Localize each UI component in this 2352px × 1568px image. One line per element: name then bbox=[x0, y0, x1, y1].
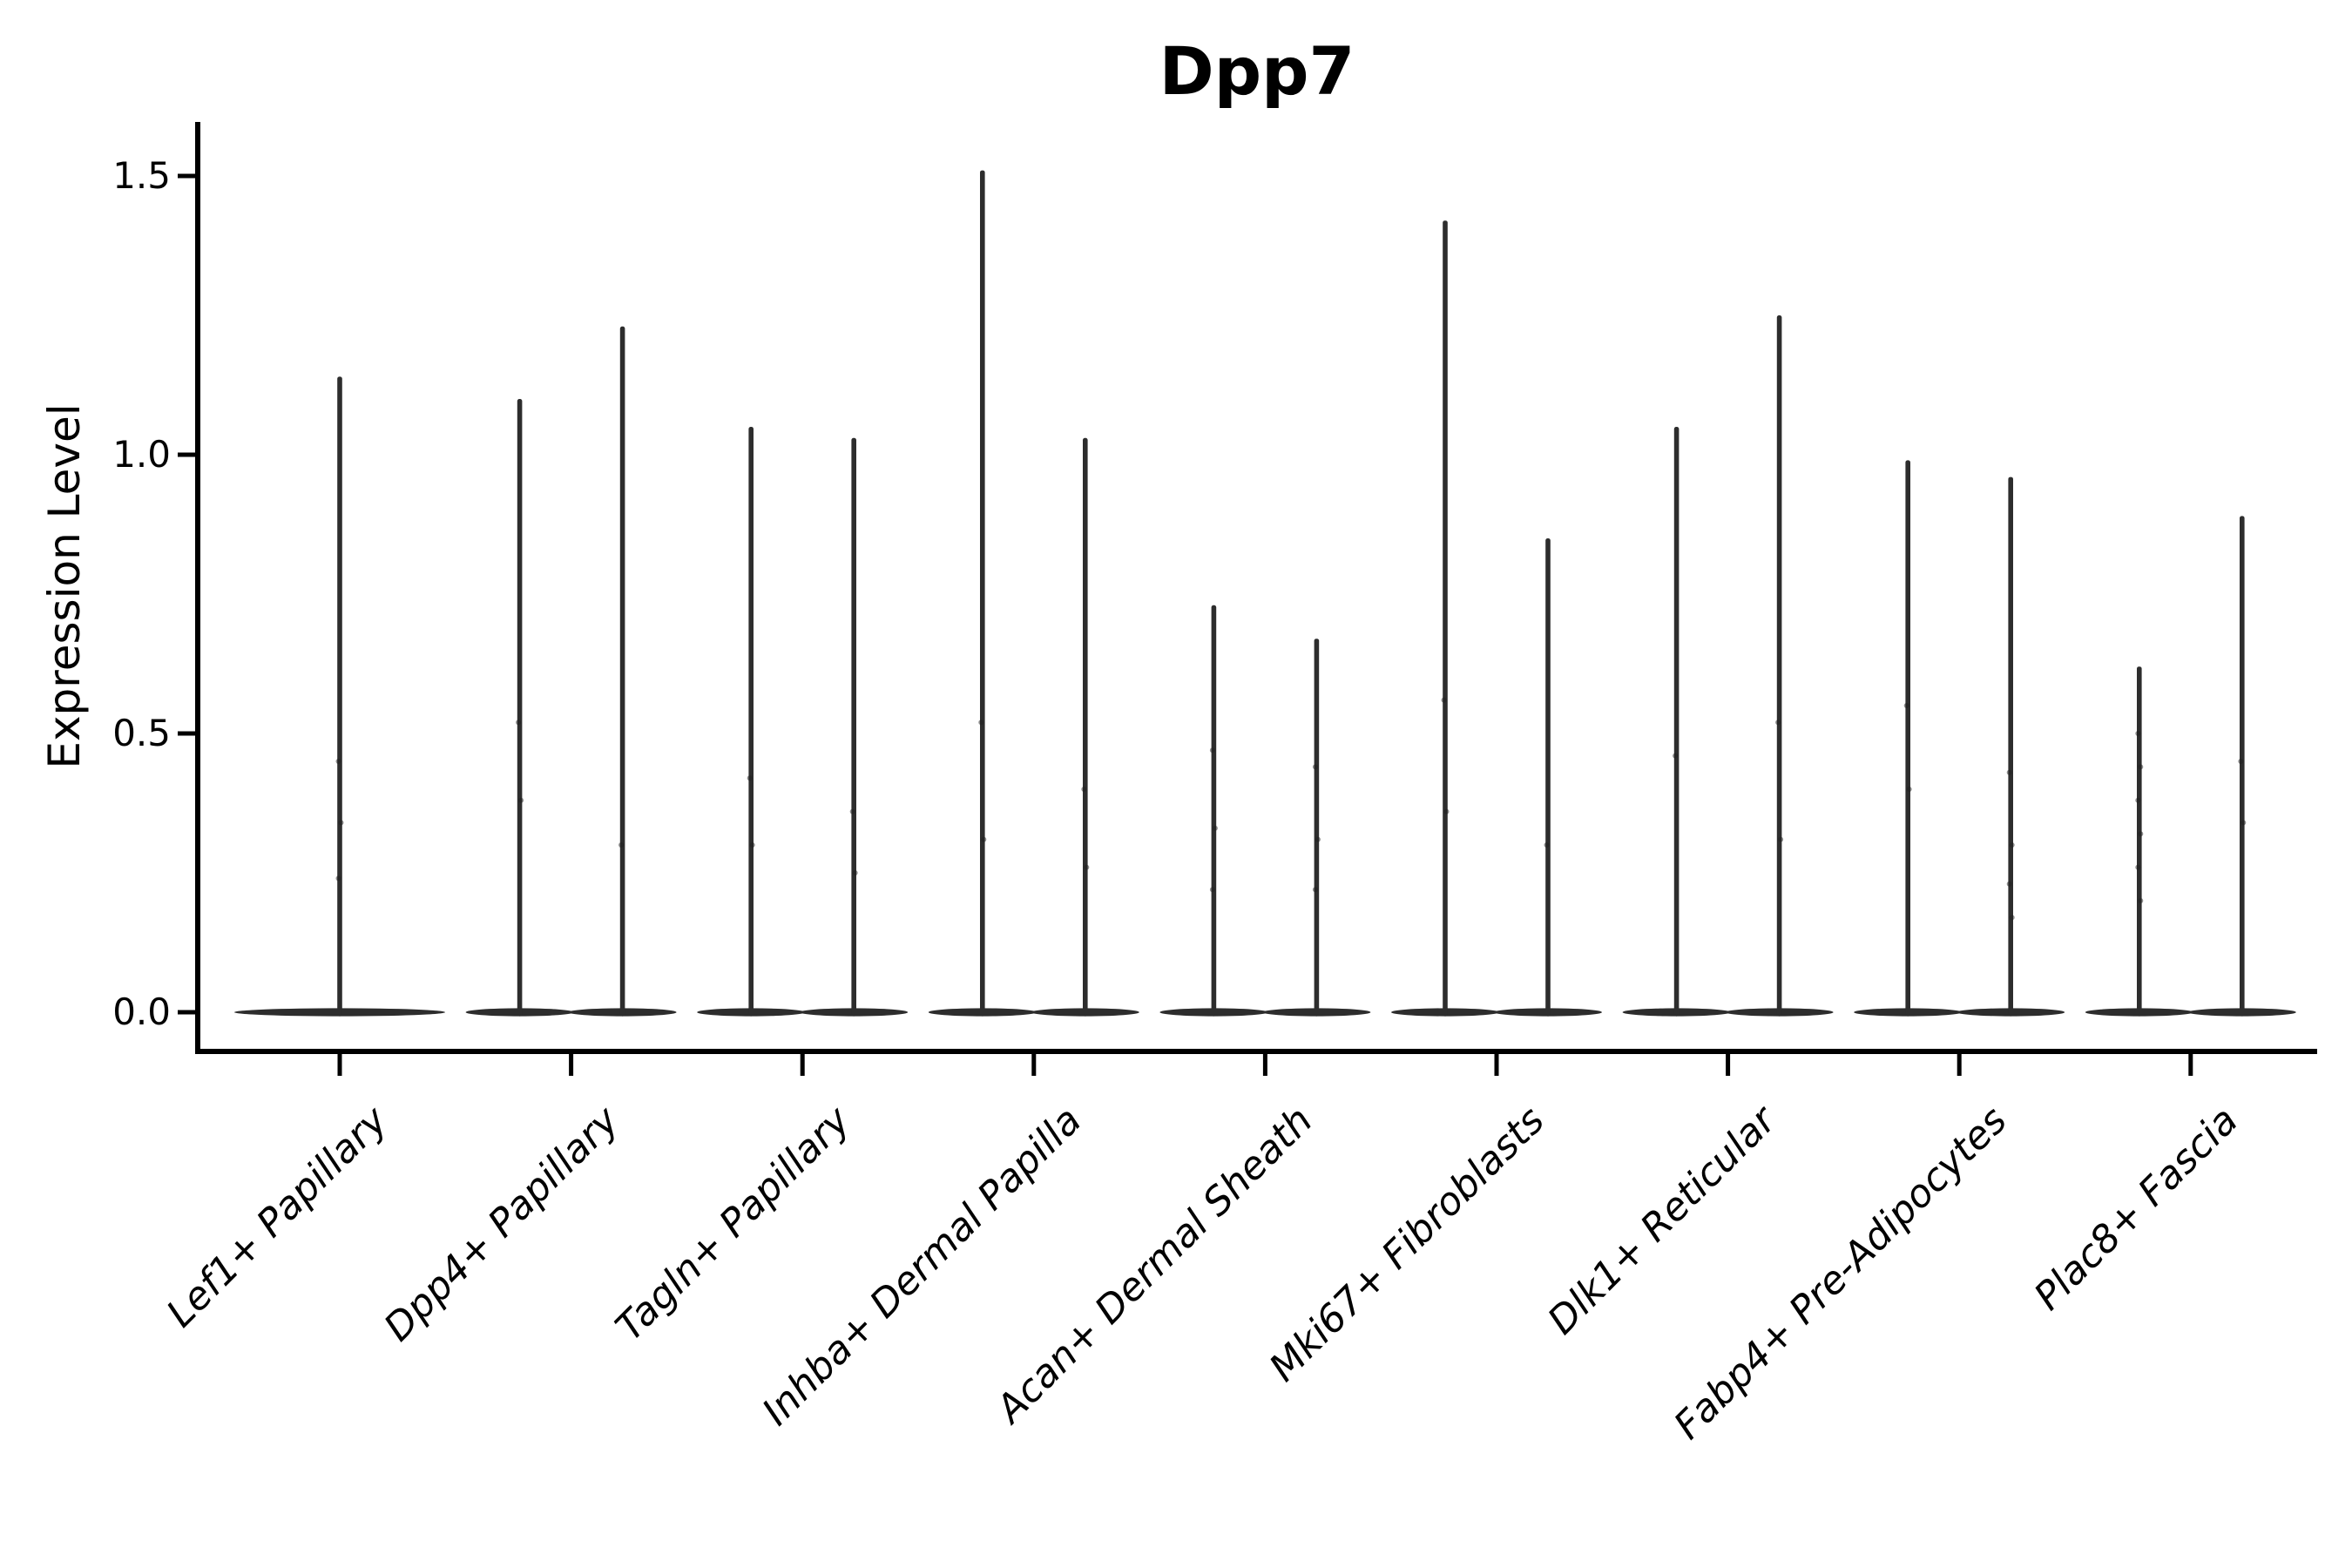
jitter-dot bbox=[1312, 887, 1318, 893]
jitter-dot bbox=[1081, 787, 1087, 792]
jitter-dot bbox=[852, 870, 858, 875]
violin-spike bbox=[748, 427, 754, 1017]
jitter-dot bbox=[338, 820, 344, 826]
violin-spike bbox=[1545, 538, 1551, 1017]
jitter-dot bbox=[849, 808, 855, 814]
jitter-dot bbox=[1212, 825, 1218, 831]
jitter-dot bbox=[2138, 764, 2144, 770]
jitter-dot bbox=[1906, 787, 1912, 792]
jitter-dot bbox=[2009, 915, 2015, 921]
jitter-dot bbox=[2138, 831, 2144, 837]
jitter-dot bbox=[1209, 747, 1215, 754]
violin-spike bbox=[1905, 460, 1910, 1017]
jitter-dot bbox=[2240, 820, 2247, 826]
jitter-dot bbox=[2238, 759, 2244, 764]
jitter-dot bbox=[1775, 720, 1781, 726]
jitter-dot bbox=[1441, 697, 1447, 703]
jitter-dot bbox=[2135, 864, 2141, 870]
jitter-dot bbox=[981, 836, 987, 842]
y-tick-label: 1.0 bbox=[112, 433, 171, 476]
violin-spike bbox=[1673, 427, 1680, 1017]
jitter-dot bbox=[749, 842, 755, 848]
jitter-dot bbox=[2006, 881, 2012, 887]
y-tick-label: 0.5 bbox=[112, 712, 171, 754]
violin-spike bbox=[2008, 476, 2013, 1017]
jitter-dot bbox=[1544, 842, 1550, 848]
jitter-dot bbox=[518, 797, 524, 803]
violin-spike bbox=[337, 376, 342, 1017]
violin-spike bbox=[851, 437, 856, 1017]
violin-spike bbox=[2240, 516, 2245, 1017]
jitter-dot bbox=[516, 720, 522, 726]
violin-spike bbox=[517, 399, 523, 1017]
jitter-dot bbox=[618, 842, 625, 848]
jitter-dot bbox=[2009, 842, 2015, 848]
y-tick-label: 1.5 bbox=[112, 154, 171, 197]
jitter-dot bbox=[335, 759, 341, 764]
violin-spike bbox=[1314, 639, 1320, 1017]
jitter-dot bbox=[2138, 898, 2144, 903]
jitter-dot bbox=[1443, 808, 1450, 814]
jitter-dot bbox=[978, 720, 984, 726]
jitter-dot bbox=[1903, 703, 1909, 708]
y-tick-label: 0.0 bbox=[112, 990, 171, 1033]
violin-spike bbox=[1083, 437, 1088, 1017]
jitter-dot bbox=[2135, 731, 2141, 736]
violin-spike bbox=[1776, 315, 1782, 1017]
jitter-dot bbox=[1209, 887, 1215, 893]
violin-spike bbox=[980, 170, 985, 1017]
jitter-dot bbox=[1778, 836, 1784, 842]
violin-spike bbox=[2137, 666, 2142, 1017]
jitter-dot bbox=[1315, 836, 1321, 842]
violin-spike bbox=[619, 326, 625, 1017]
violin-spike bbox=[1443, 220, 1448, 1017]
page-title: Dpp7 bbox=[1159, 32, 1355, 110]
jitter-dot bbox=[1084, 864, 1090, 870]
jitter-dot bbox=[1673, 753, 1679, 759]
jitter-dot bbox=[747, 775, 753, 781]
jitter-dot bbox=[2006, 769, 2012, 775]
jitter-dot bbox=[335, 875, 341, 882]
violin-spike bbox=[1211, 605, 1217, 1017]
jitter-dot bbox=[1312, 764, 1318, 770]
jitter-dot bbox=[2135, 797, 2141, 803]
